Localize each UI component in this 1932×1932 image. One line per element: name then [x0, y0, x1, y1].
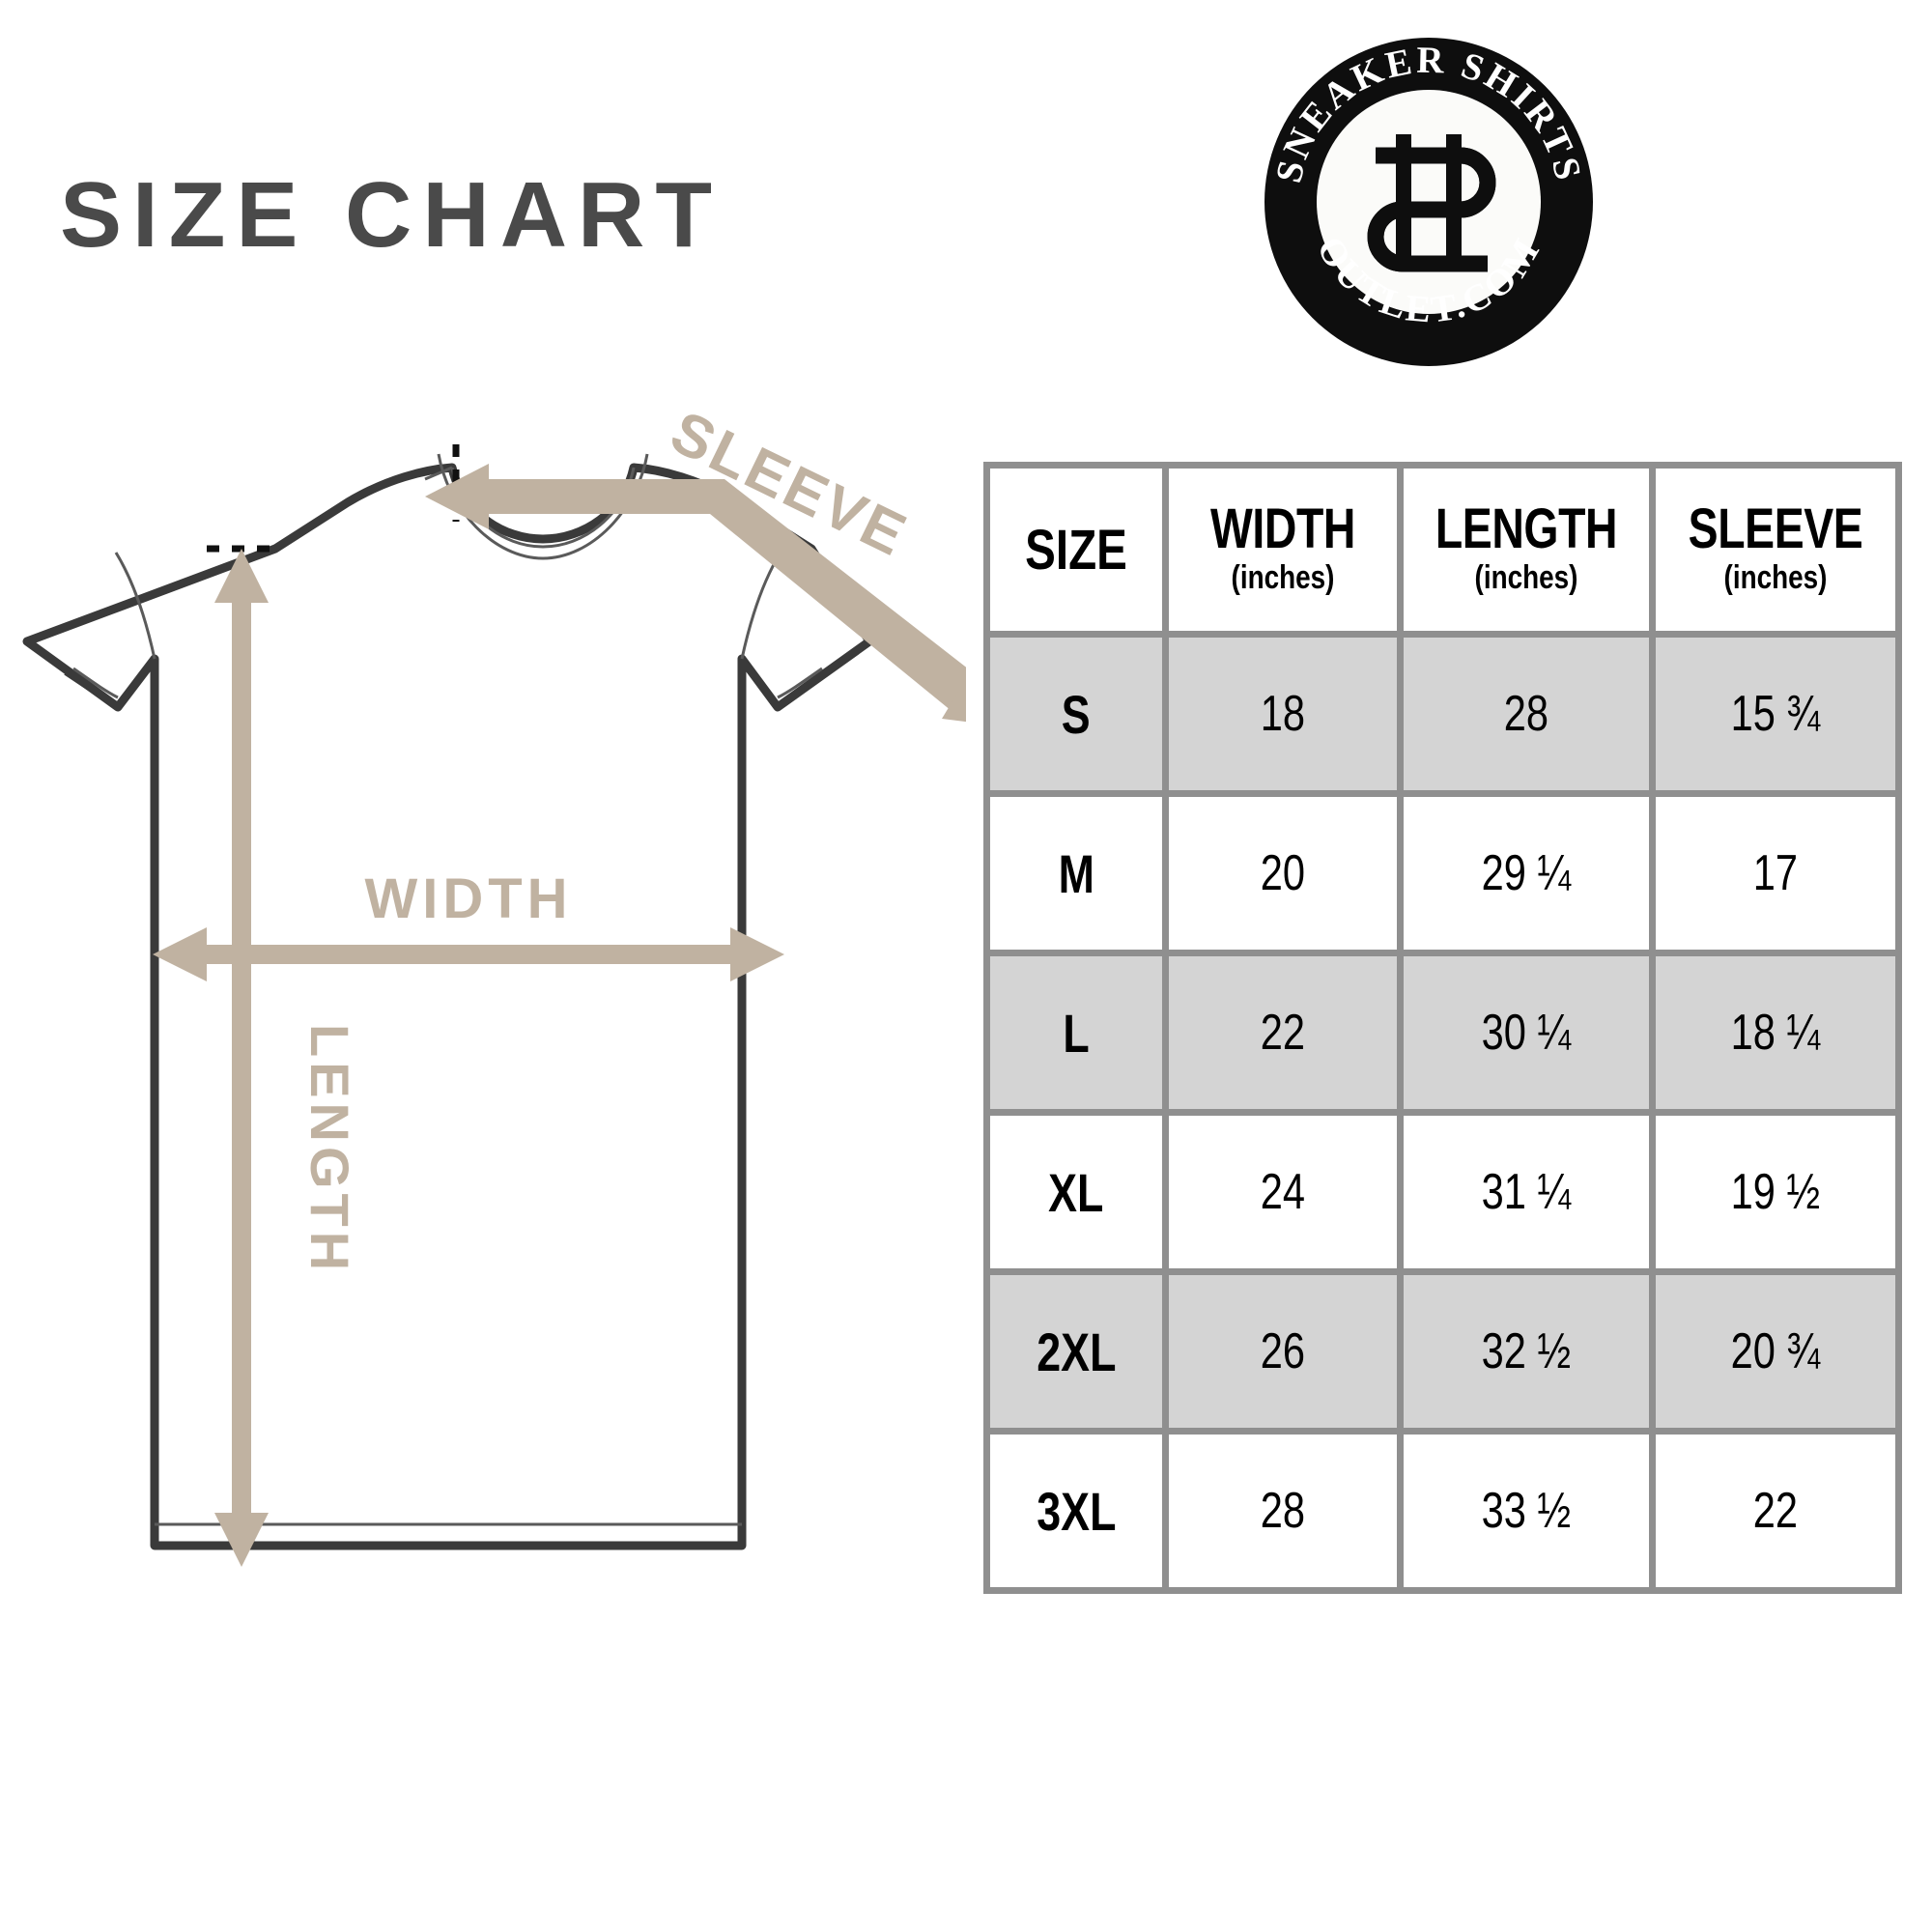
cell-length: 28: [1397, 631, 1656, 797]
cell-sleeve-value: 20 ¾: [1730, 1323, 1821, 1379]
cell-width-value: 22: [1260, 1005, 1306, 1061]
cell-length-value: 28: [1503, 686, 1549, 742]
column-header-width-units: (inches): [1231, 559, 1335, 597]
cell-length: 32 ½: [1397, 1268, 1656, 1435]
cell-width: 20: [1162, 790, 1404, 956]
cell-sleeve-value: 19 ½: [1730, 1164, 1821, 1220]
cell-size-value: 2XL: [1036, 1321, 1117, 1382]
cell-sleeve: 19 ½: [1649, 1109, 1902, 1275]
cell-width: 18: [1162, 631, 1404, 797]
tshirt-diagram: SLEEVE WIDTH LENGTH: [0, 386, 966, 1642]
size-chart-table: SIZE WIDTH (inches) LENGTH (inches) SLEE…: [983, 462, 1902, 1594]
cell-length-value: 31 ¼: [1481, 1164, 1572, 1220]
table-row: 2XL 26 32 ½ 20 ¾: [983, 1268, 1902, 1435]
cell-size: 3XL: [983, 1428, 1169, 1594]
table-header-row: SIZE WIDTH (inches) LENGTH (inches) SLEE…: [983, 462, 1902, 638]
cell-length-value: 32 ½: [1481, 1323, 1572, 1379]
table-row: M 20 29 ¼ 17: [983, 790, 1902, 956]
cell-sleeve-value: 17: [1752, 845, 1799, 901]
table-row: 3XL 28 33 ½ 22: [983, 1428, 1902, 1594]
table-row: S 18 28 15 ¾: [983, 631, 1902, 797]
column-header-length: LENGTH (inches): [1397, 462, 1656, 638]
cell-size: XL: [983, 1109, 1169, 1275]
cell-sleeve: 18 ¼: [1649, 950, 1902, 1116]
cell-length: 33 ½: [1397, 1428, 1656, 1594]
column-header-sleeve-label: SLEEVE: [1688, 497, 1863, 561]
cell-size: L: [983, 950, 1169, 1116]
cell-width: 26: [1162, 1268, 1404, 1435]
cell-width-value: 24: [1260, 1164, 1306, 1220]
column-header-length-label: LENGTH: [1435, 497, 1618, 561]
cell-width: 24: [1162, 1109, 1404, 1275]
cell-sleeve-value: 22: [1752, 1483, 1799, 1539]
column-header-size: SIZE: [983, 462, 1169, 638]
cell-sleeve-value: 15 ¾: [1730, 686, 1821, 742]
tshirt-outline: [22, 453, 874, 1550]
width-measure-arrow: [153, 927, 784, 981]
column-header-length-units: (inches): [1474, 559, 1578, 597]
cell-length-value: 33 ½: [1481, 1483, 1572, 1539]
cell-length-value: 29 ¼: [1481, 845, 1572, 901]
column-header-sleeve: SLEEVE (inches): [1649, 462, 1902, 638]
cell-width-value: 26: [1260, 1323, 1306, 1379]
brand-logo-badge: SNEAKER SHIRTS OUTLET.COM: [1259, 32, 1599, 372]
cell-size: 2XL: [983, 1268, 1169, 1435]
cell-sleeve: 15 ¾: [1649, 631, 1902, 797]
cell-sleeve: 20 ¾: [1649, 1268, 1902, 1435]
cell-length: 29 ¼: [1397, 790, 1656, 956]
page-title: SIZE CHART: [60, 163, 723, 267]
logo-monogram-ss: [1367, 134, 1496, 272]
cell-size-value: S: [1062, 683, 1091, 745]
width-label: WIDTH: [364, 867, 572, 930]
table-row: XL 24 31 ¼ 19 ½: [983, 1109, 1902, 1275]
cell-length-value: 30 ¼: [1481, 1005, 1572, 1061]
cell-width: 28: [1162, 1428, 1404, 1594]
cell-size-value: 3XL: [1036, 1480, 1117, 1542]
cell-size-value: XL: [1048, 1161, 1104, 1223]
cell-sleeve-value: 18 ¼: [1730, 1005, 1821, 1061]
cell-width: 22: [1162, 950, 1404, 1116]
cell-size: S: [983, 631, 1169, 797]
cell-size-value: L: [1063, 1002, 1090, 1064]
cell-width-value: 28: [1260, 1483, 1306, 1539]
cell-width-value: 20: [1260, 845, 1306, 901]
column-header-width: WIDTH (inches): [1162, 462, 1404, 638]
cell-width-value: 18: [1260, 686, 1306, 742]
table-row: L 22 30 ¼ 18 ¼: [983, 950, 1902, 1116]
column-header-sleeve-units: (inches): [1723, 559, 1828, 597]
cell-length: 30 ¼: [1397, 950, 1656, 1116]
cell-size-value: M: [1058, 842, 1094, 904]
length-label: LENGTH: [299, 1024, 360, 1275]
cell-size: M: [983, 790, 1169, 956]
length-measure-arrow: [214, 549, 269, 1567]
column-header-width-label: WIDTH: [1209, 497, 1356, 561]
cell-sleeve: 22: [1649, 1428, 1902, 1594]
column-header-size-label: SIZE: [1025, 518, 1127, 582]
cell-length: 31 ¼: [1397, 1109, 1656, 1275]
cell-sleeve: 17: [1649, 790, 1902, 956]
sleeve-measure-arrow: [425, 464, 966, 723]
